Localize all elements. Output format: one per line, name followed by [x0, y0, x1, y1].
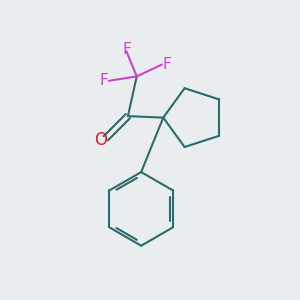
Text: O: O — [94, 131, 107, 149]
Text: F: F — [163, 57, 172, 72]
Text: F: F — [122, 42, 131, 57]
Text: F: F — [99, 73, 108, 88]
